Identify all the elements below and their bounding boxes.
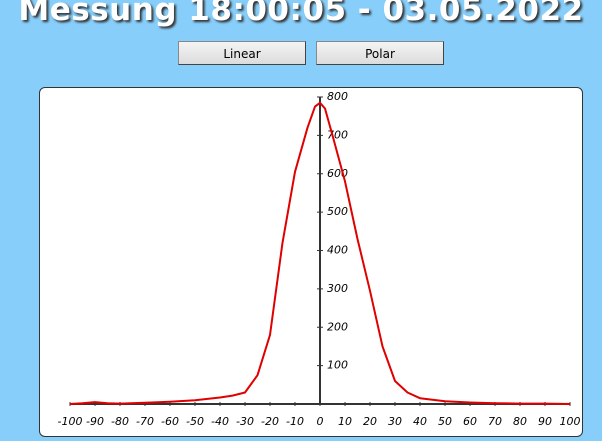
x-tick-label: 10 bbox=[338, 415, 352, 428]
x-tick-label: 40 bbox=[413, 415, 427, 428]
y-tick-label: 300 bbox=[327, 282, 348, 295]
x-tick-label: 70 bbox=[488, 415, 502, 428]
y-tick-label: 100 bbox=[327, 359, 348, 372]
y-tick-label: 400 bbox=[327, 244, 348, 257]
polar-button[interactable]: Polar bbox=[316, 41, 444, 65]
linear-button[interactable]: Linear bbox=[178, 41, 306, 65]
x-tick-label: 90 bbox=[538, 415, 552, 428]
x-tick-label: -90 bbox=[86, 415, 104, 428]
y-tick-label: 800 bbox=[327, 90, 348, 103]
page-title: Messung 18:00:05 - 03.05.2022 bbox=[18, 0, 584, 28]
x-tick-label: -80 bbox=[111, 415, 129, 428]
x-tick-label: 30 bbox=[388, 415, 402, 428]
x-tick-label: 100 bbox=[560, 415, 581, 428]
data-line bbox=[69, 101, 571, 405]
x-tick-label: -10 bbox=[286, 415, 304, 428]
x-tick-label: -100 bbox=[58, 415, 83, 428]
x-tick-label: -20 bbox=[261, 415, 279, 428]
chart-panel bbox=[39, 87, 583, 437]
x-tick-label: 50 bbox=[438, 415, 452, 428]
x-tick-label: -40 bbox=[211, 415, 229, 428]
x-tick-label: -50 bbox=[186, 415, 204, 428]
x-tick-label: -60 bbox=[161, 415, 179, 428]
y-tick-label: 200 bbox=[327, 320, 348, 333]
y-tick-label: 500 bbox=[327, 205, 348, 218]
x-tick-label: -30 bbox=[236, 415, 254, 428]
x-tick-label: 0 bbox=[317, 415, 324, 428]
x-tick-label: -70 bbox=[136, 415, 154, 428]
x-tick-label: 80 bbox=[513, 415, 527, 428]
x-tick-label: 60 bbox=[463, 415, 477, 428]
x-tick-label: 20 bbox=[363, 415, 377, 428]
